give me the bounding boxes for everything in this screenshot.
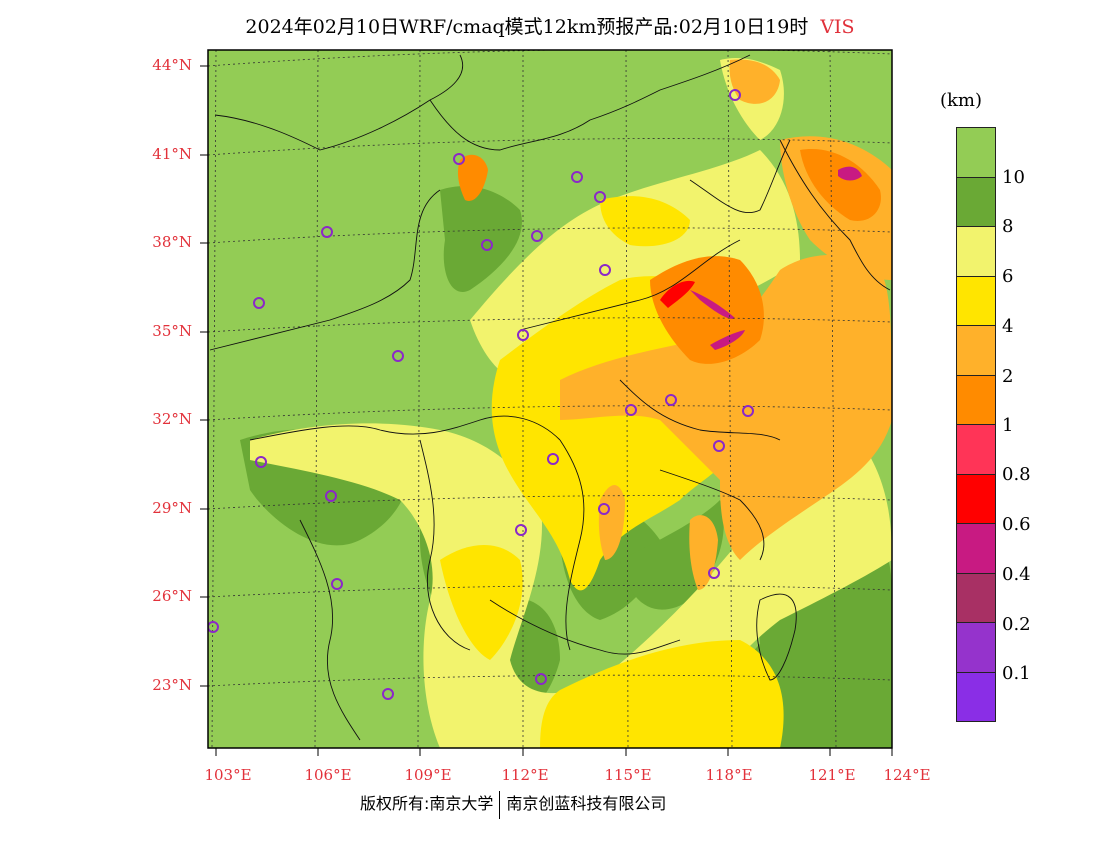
legend-swatch [956, 424, 996, 474]
lat-label-26: 26°N [152, 587, 192, 605]
lat-label-35: 35°N [152, 322, 192, 340]
legend-level: 0.8 [1002, 464, 1031, 485]
legend-swatch [956, 572, 996, 622]
lat-label-41: 41°N [152, 145, 192, 163]
legend-swatch [956, 374, 996, 424]
copyright-owner: 版权所有:南京大学 [360, 794, 494, 813]
legend-swatch [956, 473, 996, 523]
lat-label-44: 44°N [152, 56, 192, 74]
lat-label-32: 32°N [152, 410, 192, 428]
lon-label-112: 112°E [501, 766, 549, 784]
title-text: 2024年02月10日WRF/cmaq模式12km预报产品:02月10日19时 [245, 16, 809, 38]
legend-level: 0.1 [1002, 663, 1031, 684]
legend-swatch [956, 523, 996, 573]
legend-swatch [956, 176, 996, 226]
lon-label-115: 115°E [604, 766, 652, 784]
legend-swatch [956, 671, 996, 722]
legend-level: 10 [1002, 167, 1025, 188]
legend-level: 4 [1002, 316, 1014, 337]
legend-swatch [956, 275, 996, 325]
legend-swatch [956, 127, 996, 177]
legend-unit: (km) [940, 90, 983, 111]
copyright-company: 南京创蓝科技有限公司 [506, 794, 667, 813]
legend-swatch [956, 226, 996, 276]
legend-level: 6 [1002, 266, 1014, 287]
legend-level: 1 [1002, 415, 1014, 436]
legend-level: 0.4 [1002, 564, 1031, 585]
lat-label-23: 23°N [152, 676, 192, 694]
legend-level: 2 [1002, 366, 1014, 387]
color-legend [956, 127, 996, 722]
lon-label-124: 124°E [883, 766, 931, 784]
lon-label-118: 118°E [705, 766, 753, 784]
legend-level: 0.6 [1002, 514, 1031, 535]
legend-level: 0.2 [1002, 614, 1031, 635]
variable-name: VIS [820, 16, 855, 38]
lat-label-29: 29°N [152, 499, 192, 517]
lat-label-38: 38°N [152, 233, 192, 251]
lon-label-109: 109°E [404, 766, 452, 784]
lon-label-103: 103°E [204, 766, 252, 784]
legend-swatch [956, 622, 996, 672]
map-title: 2024年02月10日WRF/cmaq模式12km预报产品:02月10日19时 V… [0, 12, 1100, 39]
lon-label-106: 106°E [304, 766, 352, 784]
legend-swatch [956, 325, 996, 375]
lon-label-121: 121°E [808, 766, 856, 784]
legend-level: 8 [1002, 216, 1014, 237]
footer-divider [499, 790, 501, 819]
map-field [208, 50, 892, 748]
copyright-footer: 版权所有:南京大学 南京创蓝科技有限公司 [360, 790, 666, 819]
